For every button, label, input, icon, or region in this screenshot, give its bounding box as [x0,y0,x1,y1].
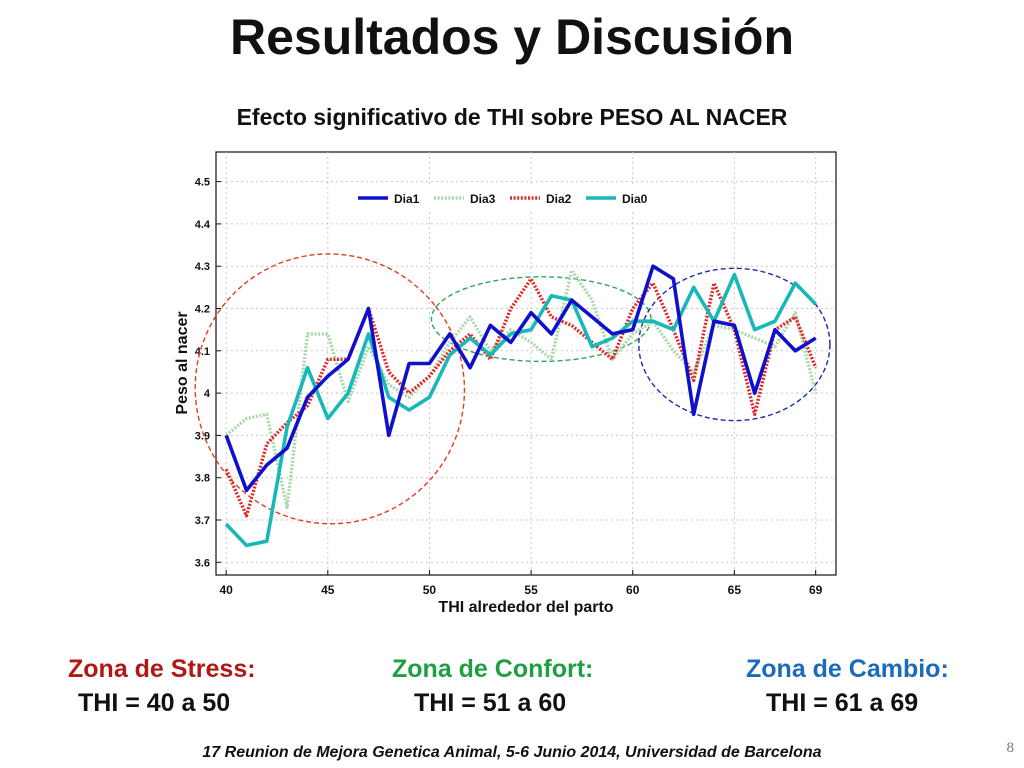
series-line-dia2 [224,277,818,518]
y-tick-label: 3.8 [195,473,210,485]
y-tick-label: 3.7 [195,515,210,527]
y-tick-label: 4.5 [195,177,210,189]
y-tick-label: 4.3 [195,261,210,273]
y-tick-label: 3.6 [195,557,210,569]
legend: Dia1 Dia3 Dia2 Dia0 [342,184,664,212]
page-number: 8 [1006,740,1015,756]
x-tick-label: 45 [321,583,335,597]
stress-zone-ellipse [194,253,466,525]
y-tick-label: 4.2 [195,304,210,316]
axis-ticks: 3.63.73.83.944.14.24.34.44.540 45 50 55 60 65… [195,177,823,597]
x-tick-label: 65 [728,583,742,597]
legend-label-dia3: Dia3 [470,192,496,206]
zone-stress-range: THI = 40 a 50 [78,689,231,717]
legend-label-dia1: Dia1 [394,192,420,206]
legend-label-dia2: Dia2 [546,192,572,206]
y-tick-label: 4 [204,388,211,400]
plot-area [215,151,837,576]
series-lines [224,264,818,548]
series-line-dia0 [224,272,817,548]
series-line-dia3 [225,268,818,509]
chart: 3.63.73.83.944.14.24.34.44.540 45 50 55 60 65… [174,151,837,616]
slide-title: Resultados y Discusión [229,9,795,65]
zone-stress-name: Zona de Stress: [68,655,256,683]
y-tick-label: 4.4 [195,219,211,231]
annotations [194,253,831,525]
x-tick-label: 40 [219,583,233,597]
zone-change-name: Zona de Cambio: [746,655,949,683]
x-axis-label: THI alrededor del parto [438,599,613,616]
slide-subtitle: Efecto significativo de THI sobre PESO A… [236,104,788,130]
comfort-zone-ellipse [430,276,652,363]
zone-comfort-name: Zona de Confort: [392,655,594,683]
change-zone-ellipse [638,267,831,422]
x-tick-label: 55 [524,583,538,597]
footer-citation: 17 Reunion de Mejora Genetica Animal, 5-… [202,744,822,761]
x-tick-label: 69 [809,583,823,597]
zone-stress: Zona de Stress: THI = 40 a 50 [68,652,256,720]
zone-comfort: Zona de Confort: THI = 51 a 60 [392,652,593,720]
x-tick-label: 50 [423,583,437,597]
y-tick-label: 4.1 [195,346,210,358]
x-tick-label: 60 [626,583,640,597]
y-axis-label: Peso al nacer [174,311,191,414]
zone-comfort-range: THI = 51 a 60 [414,689,567,717]
zone-change-range: THI = 61 a 69 [766,689,919,717]
legend-label-dia0: Dia0 [622,192,648,206]
zone-change: Zona de Cambio: THI = 61 a 69 [746,652,949,720]
series-line-dia1 [224,264,817,493]
